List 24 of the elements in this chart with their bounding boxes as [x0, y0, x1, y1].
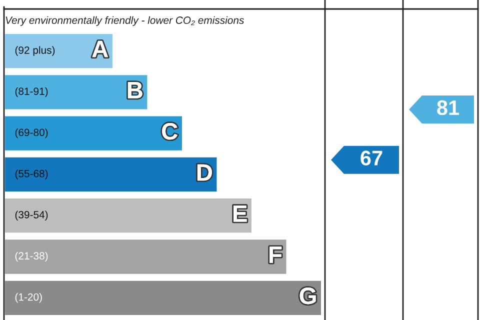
y-tick-label: F	[270, 246, 282, 263]
annotation: (69-80)	[15, 128, 48, 138]
annotation: (81-91)	[15, 87, 48, 98]
y-tick-label: C	[162, 122, 178, 140]
annotation: (55-68)	[15, 170, 48, 180]
annotation: (39-54)	[15, 210, 48, 220]
bar	[5, 116, 182, 150]
bar	[5, 157, 217, 192]
annotation: (92 plus)	[15, 46, 55, 56]
text: Very environmentally friendly - lower CO₂ emissions	[6, 16, 244, 26]
annotation: (21-38)	[15, 252, 48, 262]
y-tick-label: G	[300, 288, 316, 304]
y-tick-label: B	[128, 82, 142, 98]
text: 81	[437, 100, 460, 116]
bar	[5, 198, 252, 233]
bar	[5, 34, 112, 68]
y-tick-label: E	[234, 205, 247, 222]
text: 67	[360, 150, 382, 166]
bar	[5, 280, 321, 315]
y-tick-label: A	[92, 40, 108, 58]
bar	[5, 75, 148, 110]
annotation: (1-20)	[15, 293, 42, 303]
bar	[5, 240, 286, 274]
y-tick-label: D	[197, 164, 212, 181]
